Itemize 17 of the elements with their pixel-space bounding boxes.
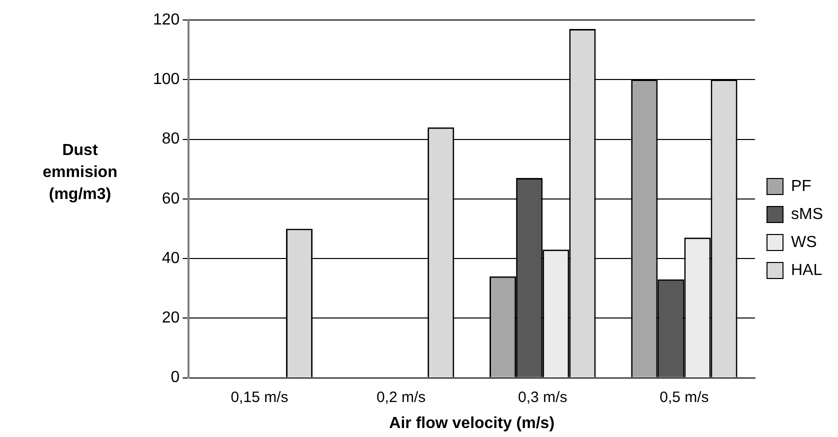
- y-tick-label: 40: [162, 250, 180, 267]
- x-tick-label: 0,3 m/s: [518, 388, 568, 406]
- y-tick-label: 20: [162, 310, 180, 327]
- y-tick-label: 100: [152, 71, 180, 88]
- x-tick-label: 0,15 m/s: [230, 388, 288, 406]
- y-axis-title: Dust emmision (mg/m3): [42, 141, 118, 205]
- y-tick-label: 60: [162, 190, 180, 208]
- y-tick-label: 120: [152, 11, 180, 28]
- legend-label: HAL: [791, 262, 822, 279]
- x-tick-label: 0,5 m/s: [660, 388, 709, 406]
- y-tick-label: 0: [170, 369, 180, 386]
- legend-label: PF: [791, 178, 812, 195]
- legend-label: WS: [791, 234, 817, 251]
- legend-label: sMS: [791, 206, 823, 223]
- x-tick-label: 0,2 m/s: [376, 388, 426, 406]
- y-tick-label: 80: [162, 130, 180, 148]
- x-axis-title: Air flow velocity (m/s): [389, 414, 555, 432]
